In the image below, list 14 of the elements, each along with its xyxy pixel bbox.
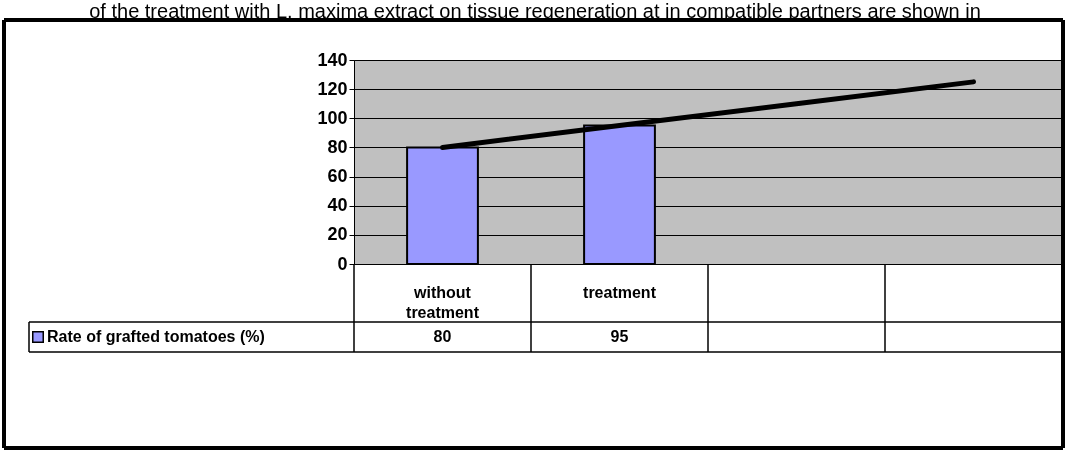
data-label: 95 xyxy=(610,328,629,345)
y-tick-label: 140 xyxy=(317,49,348,70)
y-tick-label: 80 xyxy=(327,136,348,157)
data-label: 80 xyxy=(433,328,452,345)
y-tick-label: 120 xyxy=(317,78,348,99)
y-tick-label: 20 xyxy=(327,224,348,245)
x-tick-label: treatment xyxy=(583,284,657,301)
y-tick-label: 0 xyxy=(337,253,348,274)
text: of the treatment with L. maxima extract on tissue regeneration at in compatible partners are shown in xyxy=(89,0,981,22)
y-tick-label: 60 xyxy=(327,166,348,187)
y-tick-label: 40 xyxy=(327,195,348,216)
y-tick-label: 100 xyxy=(317,107,348,128)
x-tick-label: without treatment xyxy=(406,284,480,321)
legend-label: Rate of grafted tomatoes (%) xyxy=(47,328,265,345)
